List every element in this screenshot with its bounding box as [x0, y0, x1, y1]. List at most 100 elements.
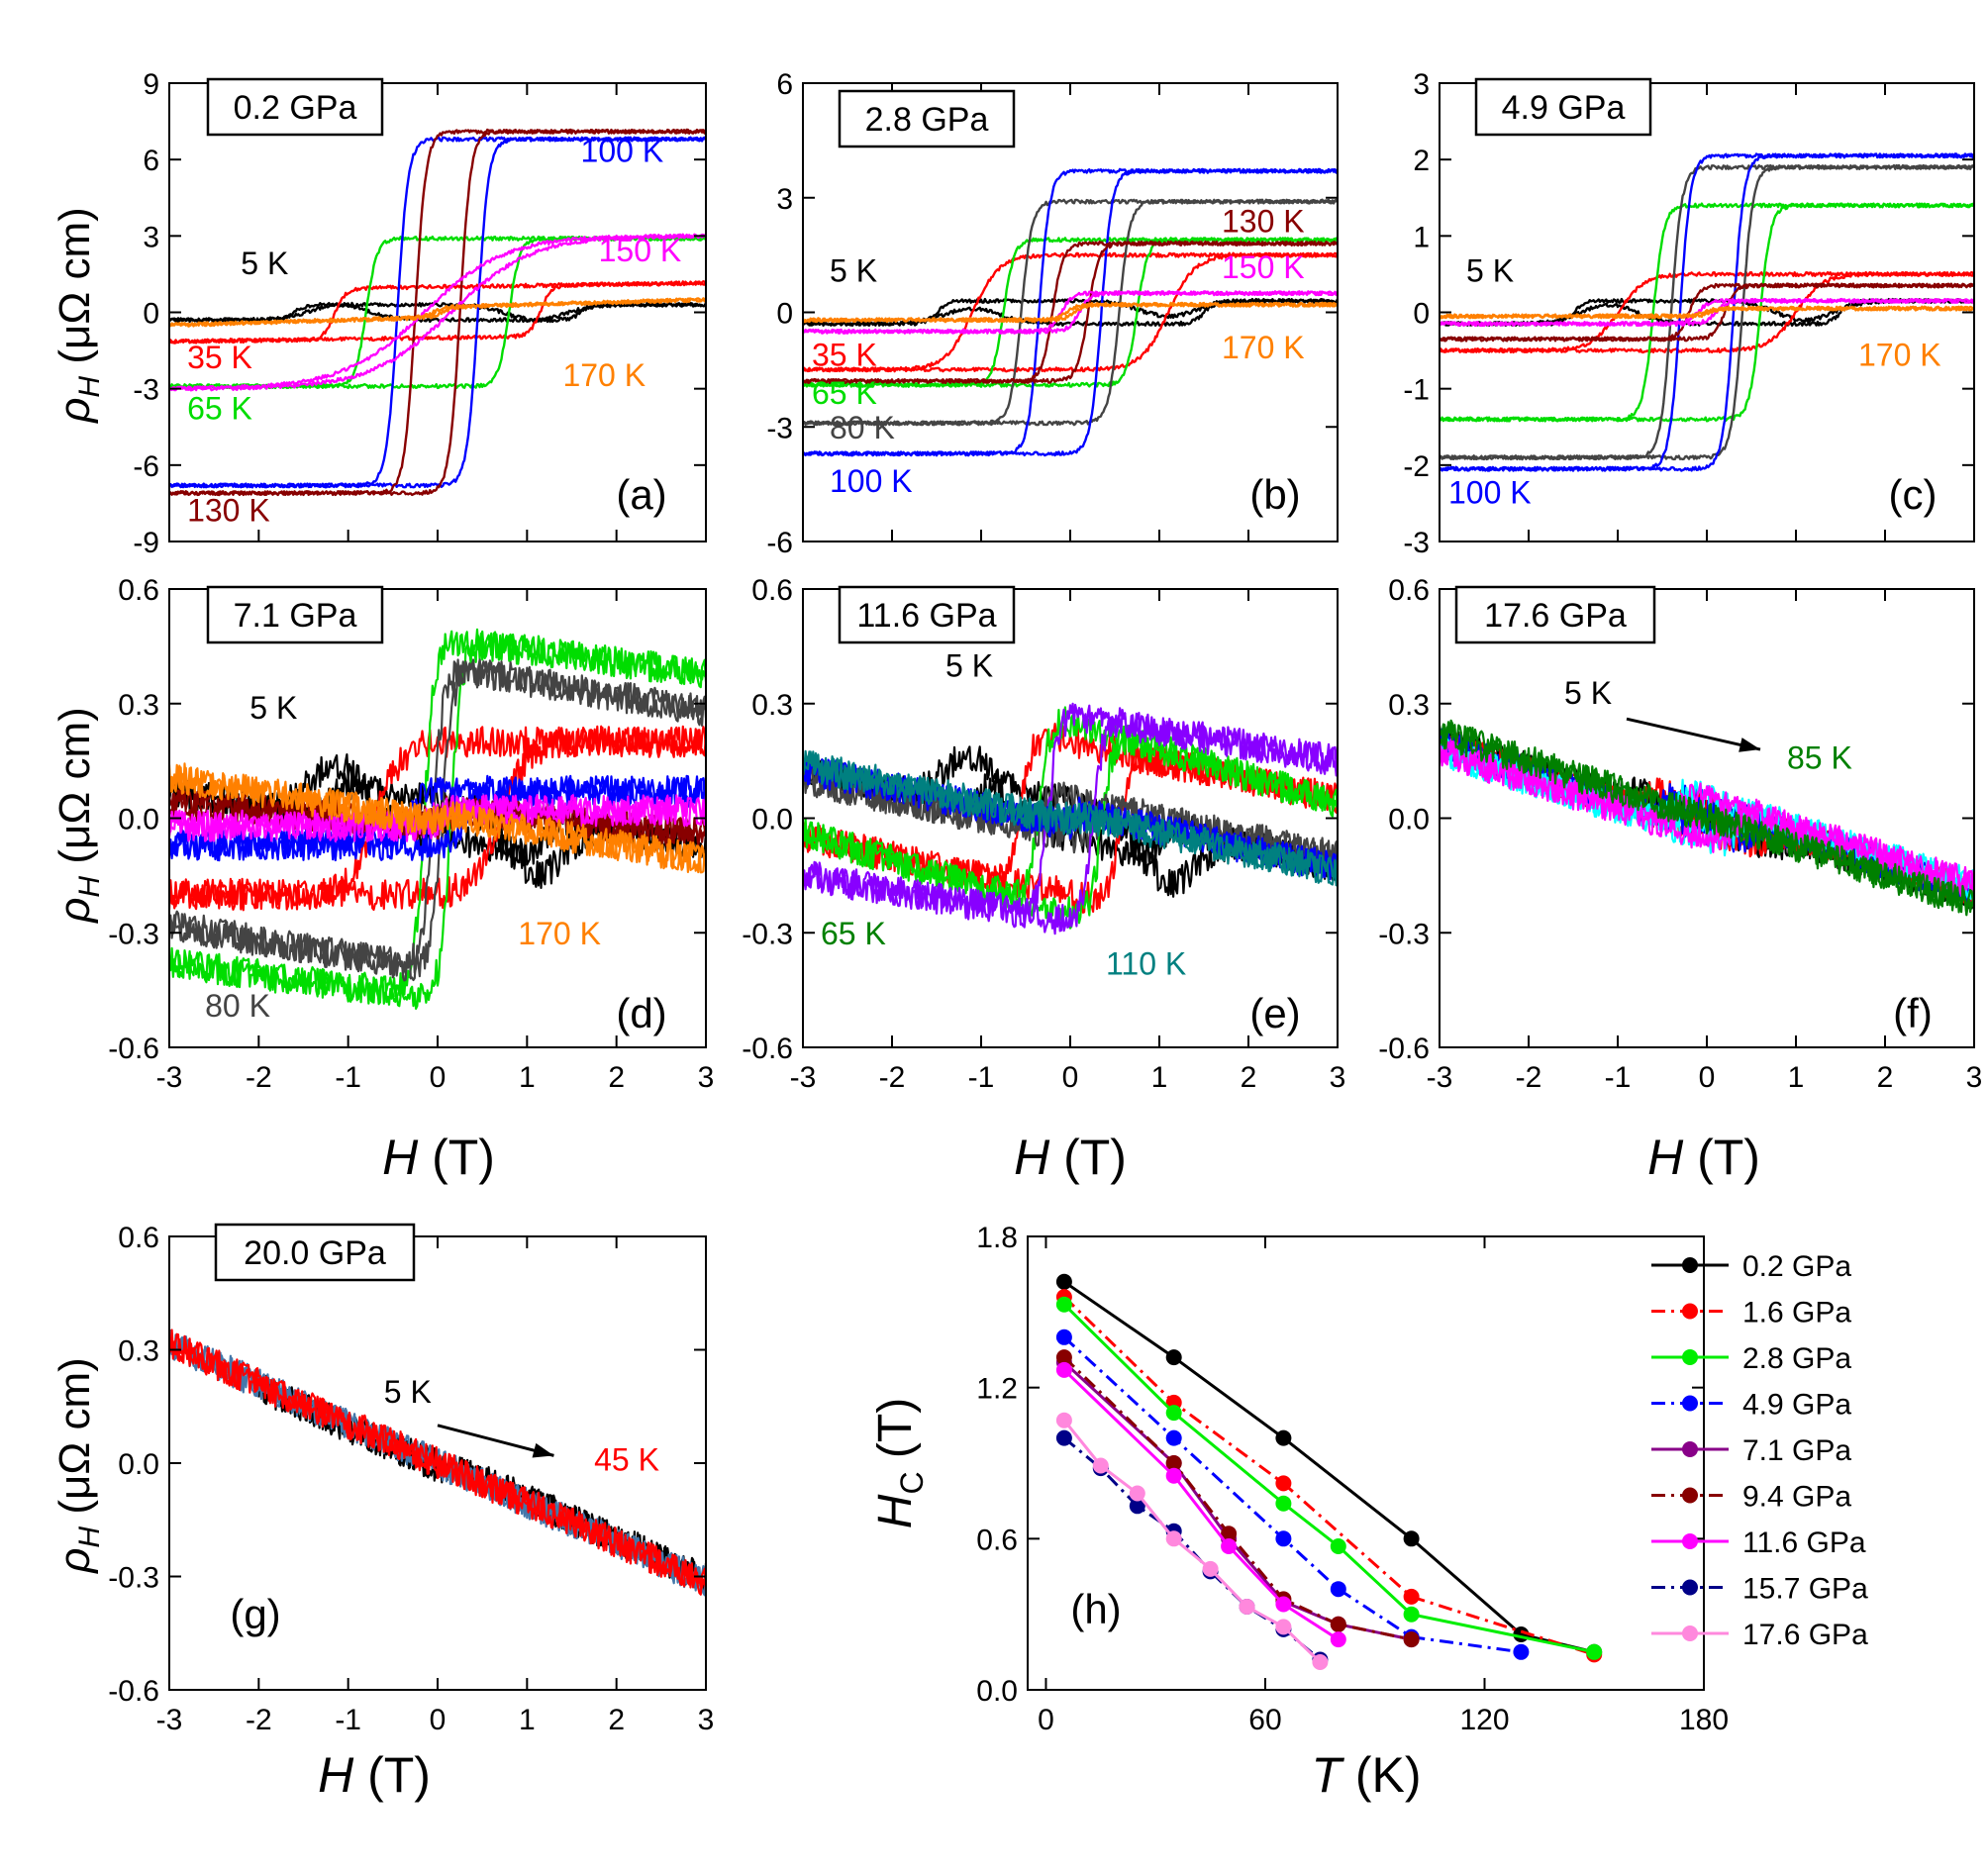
legend-label-2: 2.8 GPa	[1742, 1342, 1851, 1375]
series-130k-up-branch	[1440, 282, 1974, 343]
hc-point-2p8gpa-4	[1403, 1606, 1420, 1623]
hc-point-9p4gpa-5	[1403, 1631, 1420, 1648]
ylabel-row3: ρH (μΩ cm)	[50, 1357, 106, 1575]
ytick-label-a-5: 6	[143, 145, 159, 177]
xtick-label-f-5: 2	[1877, 1061, 1894, 1094]
legend-marker-7	[1682, 1579, 1698, 1596]
legend-label-5: 9.4 GPa	[1742, 1481, 1851, 1514]
pressure-label-g: 20.0 GPa	[244, 1234, 386, 1272]
hc-point-1p6gpa-2	[1275, 1475, 1292, 1492]
hc-point-17p6gpa-1	[1092, 1457, 1109, 1474]
series-150k-up-branch	[1440, 297, 1974, 328]
hc-point-0p2gpa-3	[1403, 1530, 1420, 1547]
temp-label-b-5: 130 K	[1222, 203, 1305, 239]
series-170k-up-branch	[803, 301, 1338, 324]
pressure-label-e: 11.6 GPa	[856, 597, 996, 635]
xtick-label-g-4: 1	[519, 1704, 536, 1736]
series-5k-up-branch	[803, 297, 1338, 327]
ytick-label-g-0: -0.6	[108, 1675, 159, 1708]
xlabel-f: H (T)	[1647, 1130, 1760, 1185]
ytick-label-g-2: 0.0	[118, 1448, 159, 1481]
pressure-label-f: 17.6 GPa	[1484, 597, 1627, 635]
legend-marker-4	[1682, 1441, 1698, 1457]
xtick-label-f-2: -1	[1605, 1061, 1632, 1094]
pressure-label-a: 0.2 GPa	[234, 89, 357, 127]
temp-label-b-3: 80 K	[830, 410, 895, 445]
hc-point-17p6gpa-0	[1055, 1412, 1072, 1428]
series-65k-up-branch	[803, 728, 1338, 930]
temp-label-c-1: 100 K	[1448, 474, 1532, 510]
xtick-label-g-1: -2	[246, 1704, 272, 1736]
hc-point-2p8gpa-1	[1165, 1405, 1182, 1422]
ytick-label-d-2: 0.0	[118, 804, 159, 837]
xtick-label-g-2: -1	[335, 1704, 361, 1736]
xtick-label-f-0: -3	[1427, 1061, 1453, 1094]
hc-point-9p4gpa-2	[1221, 1526, 1238, 1542]
temp-label-c-0: 5 K	[1466, 253, 1514, 289]
legend-label-0: 0.2 GPa	[1742, 1250, 1851, 1283]
ytick-label-b-2: 0	[776, 298, 793, 331]
arrow-f-shaft	[1626, 717, 1761, 751]
legend-marker-8	[1682, 1625, 1698, 1641]
series-65k-up-branch	[803, 237, 1338, 388]
panel-c-plot-area	[1440, 152, 1974, 472]
hc-point-9p4gpa-4	[1330, 1616, 1346, 1632]
temp-label-a-5: 150 K	[599, 233, 682, 268]
temp-label-b-6: 150 K	[1222, 249, 1305, 285]
ytick-label-e-3: 0.3	[751, 689, 793, 722]
ylabel-row2: ρH (μΩ cm)	[50, 707, 106, 925]
xtick-label-h-3: 180	[1679, 1704, 1729, 1736]
legend-marker-0	[1682, 1257, 1698, 1273]
panel-g: -0.6 -0.3 0.0 0.3 0.6 -3 -2 -1 0 1 2 3 5 K 45 K 20.0 G…	[108, 1222, 714, 1736]
panel-label-a: (a)	[616, 471, 666, 518]
ytick-label-b-1: -3	[766, 412, 793, 444]
pressure-box-g	[214, 1223, 416, 1282]
xtick-label-e-4: 1	[1151, 1061, 1168, 1094]
hc-point-17p6gpa-3	[1165, 1530, 1182, 1547]
xtick-label-f-1: -2	[1516, 1061, 1542, 1094]
pressure-box-f	[1454, 585, 1656, 644]
ytick-label-e-4: 0.6	[751, 574, 793, 607]
hc-point-4p9gpa-0	[1055, 1329, 1072, 1345]
hc-point-17p6gpa-4	[1202, 1560, 1219, 1577]
legend-label-6: 11.6 GPa	[1742, 1526, 1866, 1559]
legend-label-8: 17.6 GPa	[1742, 1619, 1868, 1651]
panel-h: 0.0 0.6 1.2 1.8 0 60 120 180 (h) 0.2 GPa 1.6 GPa 2.…	[976, 1222, 1868, 1736]
ytick-label-c-1: -2	[1403, 450, 1430, 483]
xtick-label-d-5: 2	[608, 1061, 625, 1094]
temp-label-b-7: 170 K	[1222, 330, 1305, 365]
xtick-label-f-6: 3	[1966, 1061, 1983, 1094]
temp-label-e-2: 110 K	[1106, 946, 1186, 982]
series-150k-up-branch	[169, 794, 706, 842]
hc-point-11p6gpa-0	[1055, 1361, 1072, 1378]
series-100k-up-branch	[803, 167, 1338, 457]
series-130k-up-branch	[803, 241, 1338, 384]
xlabel-e: H (T)	[1014, 1130, 1127, 1185]
panel-label-f: (f)	[1893, 990, 1933, 1036]
hc-point-2p8gpa-5	[1586, 1643, 1603, 1660]
hc-point-2p8gpa-3	[1330, 1538, 1346, 1554]
panel-b-plot-area	[803, 167, 1338, 457]
panel-label-e: (e)	[1249, 990, 1300, 1036]
series-100k-up-branch	[1440, 152, 1974, 472]
ytick-label-a-4: 3	[143, 221, 159, 253]
pressure-box-a	[206, 77, 384, 137]
panel-d-plot-area	[169, 628, 706, 1010]
arrow-f-head	[1739, 738, 1760, 752]
hc-line-0p2gpa	[1063, 1280, 1595, 1654]
panel-label-h: (h)	[1070, 1586, 1121, 1632]
temp-label-d-2: 170 K	[518, 916, 601, 951]
ytick-label-b-4: 6	[776, 68, 793, 101]
series-170k-up-branch	[169, 297, 706, 328]
ylabel-row1: ρH (μΩ cm)	[50, 207, 106, 425]
ytick-label-h-0: 0.0	[976, 1675, 1018, 1708]
series-150k-up-branch	[803, 290, 1338, 335]
temp-label-e-1: 65 K	[821, 916, 886, 951]
xtick-label-e-2: -1	[968, 1061, 995, 1094]
xlabel-d: H (T)	[382, 1130, 495, 1185]
ytick-label-c-5: 2	[1413, 145, 1430, 177]
temp-label-a-1: 35 K	[187, 340, 252, 375]
pressure-box-b	[838, 89, 1016, 148]
ytick-label-d-4: 0.6	[118, 574, 159, 607]
xtick-label-d-6: 3	[698, 1061, 715, 1094]
